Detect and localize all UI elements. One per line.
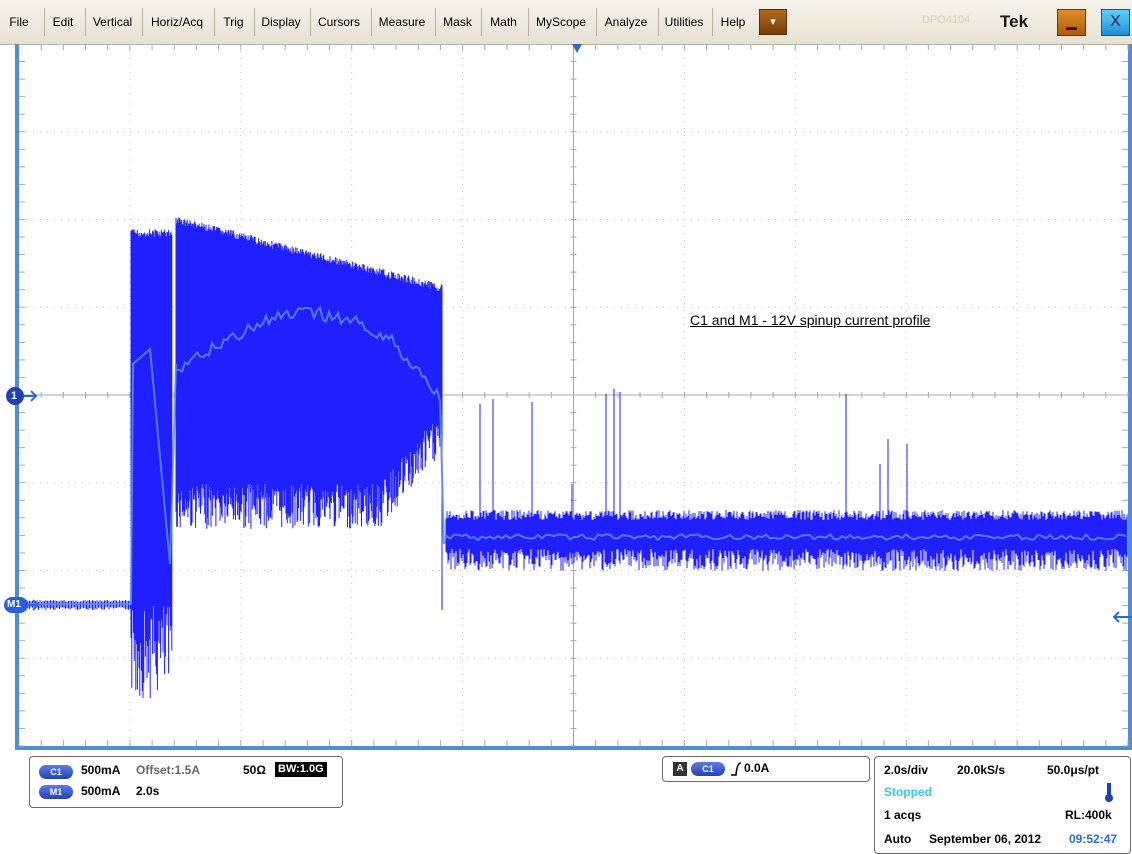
- m1-marker-label: M1: [7, 599, 21, 610]
- waveform-display: [4, 44, 1132, 747]
- acquisition-time: 09:52:47: [1069, 832, 1118, 846]
- menu-myscope[interactable]: MyScope: [528, 8, 593, 36]
- trigger-a-badge: A: [673, 762, 687, 776]
- menu-measure[interactable]: Measure: [371, 8, 432, 36]
- acquisition-count: 1 acqs: [884, 808, 922, 822]
- menu-cursors[interactable]: Cursors: [310, 8, 367, 36]
- menu-bar: File Edit Vertical Horiz/Acq Trig Displa…: [0, 0, 1132, 45]
- trigger-level: 0.0A: [744, 761, 770, 775]
- resolution: 50.0μs/pt: [1047, 763, 1100, 777]
- acquisition-date: September 06, 2012: [929, 832, 1042, 846]
- m1-ground-marker[interactable]: [4, 597, 40, 613]
- menu-math[interactable]: Math: [481, 8, 525, 36]
- menu-vertical[interactable]: Vertical: [85, 8, 139, 36]
- channel-readout-panel[interactable]: C1 500mA Offset:1.5A 50Ω BW:1.0G M1 500m…: [29, 756, 343, 808]
- c1-badge[interactable]: C1: [39, 765, 73, 779]
- menu-dropdown-button[interactable]: ▾: [759, 9, 787, 35]
- m1-timebase: 2.0s: [136, 784, 160, 798]
- close-button[interactable]: X: [1101, 9, 1130, 36]
- menu-trig[interactable]: Trig: [214, 8, 252, 36]
- thermometer-icon: [1105, 783, 1113, 802]
- ch1-ground-marker[interactable]: [6, 387, 38, 405]
- c1-offset: Offset:1.5A: [136, 763, 201, 777]
- menu-horiz-acq[interactable]: Horiz/Acq: [142, 8, 211, 36]
- m1-scale: 500mA: [81, 784, 121, 798]
- tek-logo: Tek: [1000, 12, 1029, 31]
- waveform-annotation: C1 and M1 - 12V spinup current profile: [690, 312, 931, 328]
- sample-rate: 20.0kS/s: [957, 763, 1006, 777]
- trigger-slope-icon: [731, 762, 742, 776]
- trigger-level-arrow: [1112, 611, 1132, 623]
- menu-file[interactable]: File: [9, 15, 29, 29]
- trigger-readout-panel[interactable]: A C1 0.0A: [662, 756, 870, 782]
- c1-scale: 500mA: [81, 763, 121, 777]
- trigger-position-marker: [572, 44, 582, 53]
- menu-display[interactable]: Display: [254, 8, 307, 36]
- minimize-button[interactable]: [1057, 9, 1086, 36]
- ch1-marker-label: 1: [11, 390, 18, 402]
- menu-analyze[interactable]: Analyze: [596, 8, 655, 36]
- menu-edit[interactable]: Edit: [44, 8, 81, 36]
- trigger-mode: Auto: [884, 832, 912, 846]
- acquisition-status: Stopped: [884, 785, 932, 799]
- horizontal-scale: 2.0s/div: [884, 763, 929, 777]
- acquisition-readout-panel[interactable]: 2.0s/div 20.0kS/s 50.0μs/pt Stopped 1 ac…: [874, 756, 1131, 854]
- menu-utilities[interactable]: Utilities: [658, 8, 709, 36]
- c1-impedance: 50Ω: [243, 763, 266, 777]
- c1-bandwidth-badge: BW:1.0G: [275, 762, 327, 777]
- trigger-source-badge[interactable]: C1: [691, 762, 725, 776]
- record-length: RL:400k: [1065, 808, 1112, 822]
- m1-badge[interactable]: M1: [39, 785, 73, 799]
- menu-help[interactable]: Help: [712, 8, 753, 36]
- graticule-grid: [18, 44, 1129, 747]
- model-watermark: DPO4104: [922, 14, 971, 26]
- menu-mask[interactable]: Mask: [435, 8, 479, 36]
